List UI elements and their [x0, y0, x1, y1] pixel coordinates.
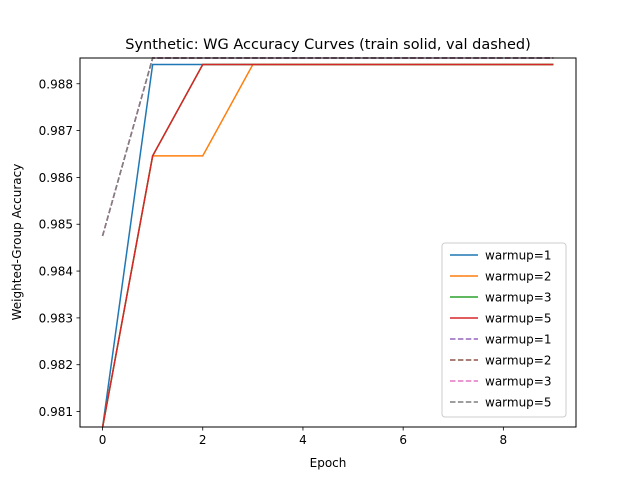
series-line-dashed-6	[101, 57, 554, 237]
y-tick-label: 0.984	[39, 265, 73, 279]
legend-box	[441, 242, 567, 418]
x-tick-label: 4	[299, 433, 307, 447]
chart-title: Synthetic: WG Accuracy Curves (train sol…	[125, 37, 531, 53]
legend-label: warmup=5	[485, 396, 552, 410]
series-line-solid-4	[101, 63, 554, 428]
x-tick-label: 6	[399, 433, 407, 447]
legend-label: warmup=5	[485, 312, 552, 326]
legend-label: warmup=3	[485, 375, 552, 389]
x-axis-label: Epoch	[310, 456, 347, 470]
legend-label: warmup=2	[485, 270, 552, 284]
y-tick-label: 0.981	[39, 405, 73, 419]
legend-label: warmup=1	[485, 249, 552, 263]
legend-label: warmup=3	[485, 291, 552, 305]
legend: warmup=1 warmup=2 warmup=3 warmup=5 warmup=1…	[441, 242, 567, 418]
series-line-dashed-8	[101, 57, 554, 237]
x-tick-label: 0	[99, 433, 107, 447]
axes-frame	[79, 57, 577, 428]
legend-label: warmup=2	[485, 354, 552, 368]
y-tick-label: 0.982	[39, 358, 73, 372]
y-axis-label: Weighted-Group Accuracy	[10, 164, 24, 321]
y-tick-label: 0.986	[39, 171, 73, 185]
y-tick-label: 0.985	[39, 218, 73, 232]
series-line-dashed-7	[101, 57, 554, 237]
y-tick-label: 0.983	[39, 311, 73, 325]
x-axis: 0 2 4 6 8	[99, 427, 507, 447]
legend-label: warmup=1	[485, 333, 552, 347]
y-axis: 0.981 0.982 0.983 0.984 0.985 0.986 0.987 0.988	[39, 77, 80, 419]
x-tick-label: 8	[500, 433, 508, 447]
y-tick-label: 0.987	[39, 124, 73, 138]
series-line-dashed-5	[101, 57, 554, 237]
y-tick-label: 0.988	[39, 77, 73, 91]
x-tick-label: 2	[199, 433, 207, 447]
